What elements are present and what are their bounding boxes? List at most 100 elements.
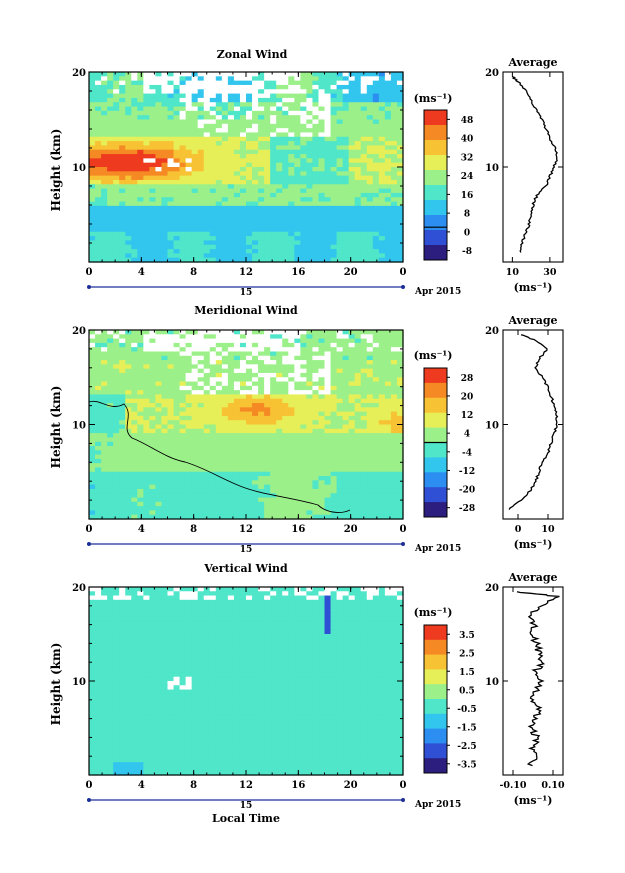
heatmap-cell <box>336 424 344 430</box>
heatmap-cell <box>300 210 307 216</box>
heatmap-cell <box>125 171 132 177</box>
heatmap-cell <box>221 123 229 129</box>
heatmap-cell <box>221 463 229 469</box>
heatmap-cell <box>276 467 283 473</box>
heatmap-cell <box>203 227 211 233</box>
heatmap-cell <box>167 351 175 357</box>
heatmap-cell <box>233 158 241 164</box>
heatmap-cell <box>372 132 380 138</box>
heatmap-cell <box>336 377 344 383</box>
heatmap-cell <box>324 197 332 203</box>
heatmap-cell <box>167 201 175 207</box>
heatmap-cell <box>215 141 223 147</box>
heatmap-cell <box>143 467 150 473</box>
heatmap-cell <box>276 184 283 190</box>
heatmap-cell <box>372 377 380 383</box>
heatmap-cell <box>306 347 314 353</box>
heatmap-cell <box>137 175 144 181</box>
heatmap-cell <box>294 171 301 177</box>
heatmap-cell <box>191 364 199 370</box>
heatmap-cell <box>270 102 277 108</box>
heatmap-cell <box>125 158 132 164</box>
heatmap-cell <box>149 257 157 263</box>
heatmap-cell <box>384 338 392 344</box>
heatmap-cell <box>233 368 241 374</box>
heatmap-cell <box>360 355 368 361</box>
heatmap-cell <box>312 240 320 246</box>
heatmap-cell <box>233 89 241 95</box>
heatmap-cell <box>95 171 102 177</box>
heatmap-cell <box>354 342 362 348</box>
heatmap-cell <box>294 136 301 142</box>
heatmap-cell <box>161 415 169 421</box>
heatmap-cell <box>336 102 344 108</box>
heatmap-cell <box>276 420 283 426</box>
heatmap-cell <box>312 132 320 138</box>
heatmap-cell <box>137 467 144 473</box>
heatmap-cell <box>101 136 108 142</box>
heatmap-cell <box>233 167 241 172</box>
heatmap-cell <box>312 420 320 426</box>
heatmap-cell <box>342 497 350 503</box>
heatmap-cell <box>312 407 320 413</box>
heatmap-cell <box>149 218 157 224</box>
heatmap-cell <box>396 411 404 417</box>
heatmap-cell <box>185 171 193 177</box>
heatmap-cell <box>113 253 120 259</box>
heatmap-cell <box>203 347 211 353</box>
heatmap-cell <box>282 218 289 224</box>
heatmap-cell <box>264 257 271 263</box>
heatmap-cell <box>191 149 199 155</box>
heatmap-cell <box>89 175 96 181</box>
heatmap-cell <box>227 132 235 138</box>
heatmap-cell <box>312 390 320 396</box>
heatmap-cell <box>89 154 96 159</box>
heatmap-cell <box>252 214 259 220</box>
heatmap-cell <box>197 188 205 194</box>
heatmap-cell <box>252 115 259 121</box>
heatmap-cell <box>113 501 120 507</box>
heatmap-cell <box>185 334 193 340</box>
heatmap-cell <box>161 136 169 142</box>
heatmap-cell <box>221 149 229 155</box>
heatmap-cell <box>294 415 301 421</box>
heatmap-cell <box>167 497 175 503</box>
heatmap-cell <box>131 420 138 426</box>
heatmap-cell <box>306 192 314 198</box>
heatmap-cell <box>161 347 169 353</box>
heatmap-cell <box>173 476 181 481</box>
heatmap-cell <box>197 330 205 335</box>
heatmap-cell <box>179 223 187 229</box>
heatmap-cell <box>324 476 332 481</box>
heatmap-cell <box>354 514 362 520</box>
heatmap-cell <box>209 205 217 211</box>
heatmap-cell <box>125 424 132 430</box>
heatmap-cell <box>131 76 138 82</box>
heatmap-cell <box>312 249 320 254</box>
heatmap-cell <box>95 514 102 520</box>
heatmap-cell <box>372 385 380 391</box>
heatmap-cell <box>131 197 138 203</box>
heatmap-cell <box>197 488 205 494</box>
heatmap-cell <box>233 364 241 370</box>
heatmap-cell <box>149 484 157 490</box>
heatmap-cell <box>366 433 374 438</box>
heatmap-cell <box>246 351 253 357</box>
heatmap-cell <box>324 488 332 494</box>
heatmap-cell <box>167 484 175 490</box>
heatmap-cell <box>384 119 392 125</box>
heatmap-cell <box>294 342 301 348</box>
heatmap-cell <box>354 223 362 229</box>
heatmap-cell <box>306 403 314 408</box>
heatmap-cell <box>258 330 265 335</box>
heatmap-cell <box>227 141 235 147</box>
heatmap-cell <box>342 154 350 159</box>
heatmap-cell <box>119 119 126 125</box>
heatmap-cell <box>233 420 241 426</box>
heatmap-cell <box>318 411 326 417</box>
heatmap-cell <box>221 501 229 507</box>
heatmap-cell <box>360 167 368 172</box>
heatmap-cell <box>185 510 193 516</box>
heatmap-cell <box>161 132 169 138</box>
heatmap-cell <box>294 424 301 430</box>
